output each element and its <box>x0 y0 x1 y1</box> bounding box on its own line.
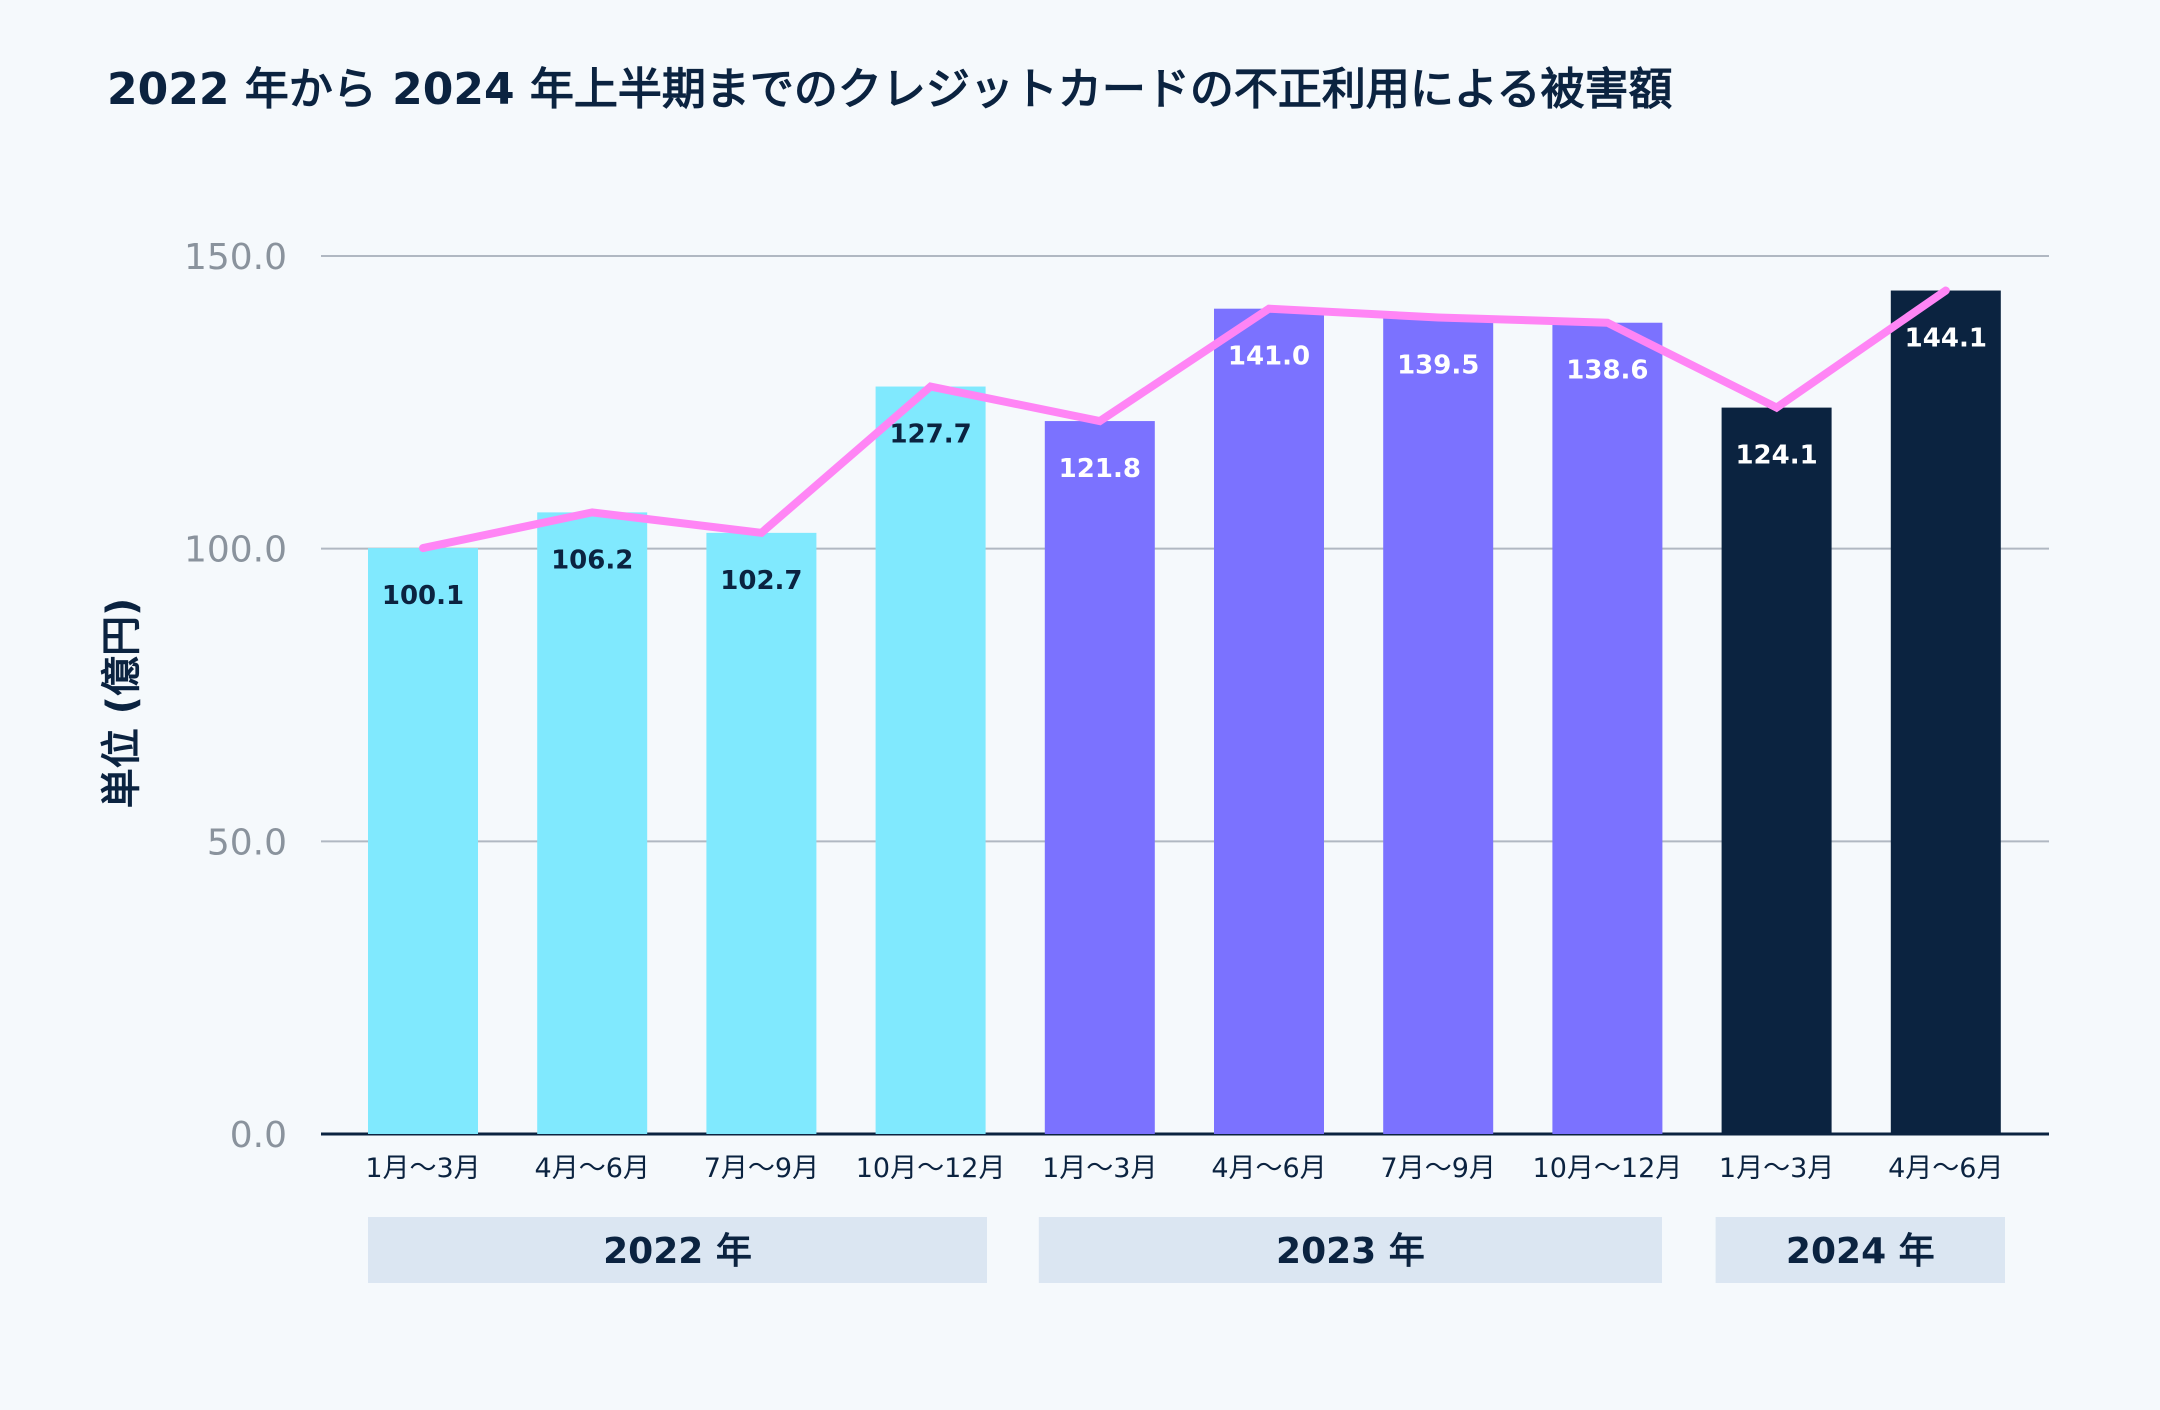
line-series <box>419 286 1950 553</box>
x-tick-label: 4月〜6月 <box>1888 1153 2003 1184</box>
x-tick-label: 1月〜3月 <box>1719 1153 1834 1184</box>
x-tick-label: 7月〜9月 <box>704 1153 819 1184</box>
bar <box>875 386 986 1135</box>
data-label: 144.1 <box>1905 324 1987 354</box>
bar <box>1383 317 1494 1135</box>
bar <box>1214 308 1324 1134</box>
x-tick-label: 7月〜9月 <box>1381 1153 1496 1184</box>
data-label: 106.2 <box>551 545 633 575</box>
x-tick-label: 1月〜3月 <box>1042 1153 1157 1184</box>
bar <box>706 532 817 1134</box>
x-tick-label: 1月〜3月 <box>365 1153 480 1184</box>
y-axis-title: 単位 (億円) <box>99 598 145 809</box>
data-label: 138.6 <box>1566 356 1648 386</box>
year-band-label: 2023 年 <box>1276 1231 1425 1272</box>
y-tick-label: 50.0 <box>207 822 287 863</box>
data-label: 102.7 <box>720 566 802 596</box>
bar <box>1044 421 1155 1135</box>
bars <box>368 290 2001 1135</box>
bar <box>1721 407 1832 1134</box>
bar <box>537 512 648 1134</box>
y-tick-label: 100.0 <box>184 530 287 571</box>
x-tick-label: 10月〜12月 <box>856 1153 1006 1184</box>
y-tick-label: 150.0 <box>184 237 287 278</box>
year-band <box>368 1217 987 1283</box>
data-label: 127.7 <box>889 420 971 450</box>
year-band-label: 2024 年 <box>1786 1231 1935 1272</box>
data-label: 124.1 <box>1735 441 1817 471</box>
x-tick-label: 4月〜6月 <box>535 1153 650 1184</box>
y-tick-label: 0.0 <box>230 1115 287 1156</box>
data-label: 139.5 <box>1397 350 1479 380</box>
data-label: 141.0 <box>1228 342 1310 372</box>
bar <box>1890 290 2001 1134</box>
bar <box>368 548 478 1134</box>
year-bands: 2022 年 2023 年 2024 年 <box>368 1217 2005 1283</box>
year-band <box>1715 1217 2005 1283</box>
data-label: 100.1 <box>382 581 464 611</box>
line-path <box>419 286 1950 553</box>
data-label: 121.8 <box>1059 454 1141 484</box>
x-tick-label: 4月〜6月 <box>1211 1153 1326 1184</box>
bar <box>1552 322 1663 1134</box>
year-band-label: 2022 年 <box>603 1231 752 1272</box>
x-tick-label: 10月〜12月 <box>1533 1153 1683 1184</box>
data-labels: 100.1 106.2 102.7 127.7 121.8 141.0 139.5 138.6… <box>382 324 1987 612</box>
x-tick-labels: 1月〜3月 4月〜6月 7月〜9月 10月〜12月 1月〜3月 4月〜6月 7月〜9月 10月… <box>365 1153 2003 1184</box>
year-band <box>1038 1217 1662 1283</box>
chart-title: 2022 年から 2024 年上半期までのクレジットカードの不正利用による被害額 <box>107 64 1673 115</box>
